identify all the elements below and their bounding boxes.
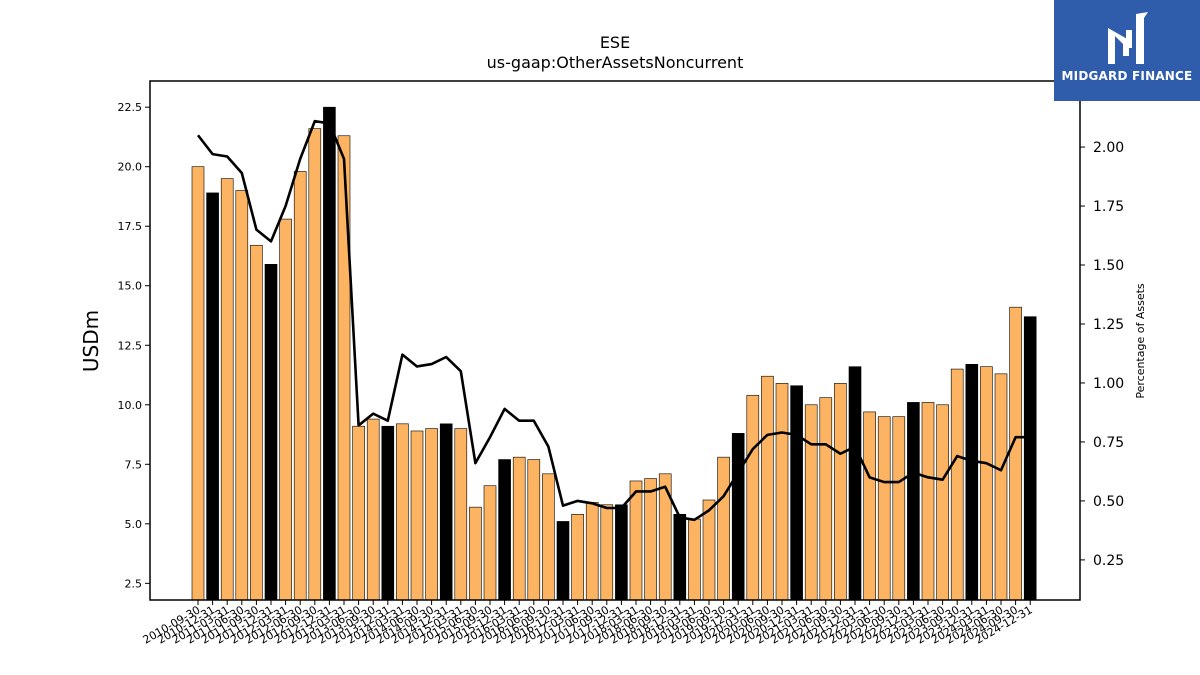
- y2-tick-label: 0.25: [1093, 553, 1124, 569]
- bar: [206, 192, 219, 601]
- bar: [235, 190, 249, 601]
- y-tick-label: 5.0: [125, 518, 143, 531]
- bar: [877, 416, 891, 601]
- bar: [220, 178, 234, 601]
- bar: [542, 473, 555, 601]
- bar: [527, 459, 541, 601]
- bar: [337, 135, 351, 601]
- y-tick-label: 2.5: [125, 577, 143, 590]
- chart-subtitle: us-gaap:OtherAssetsNoncurrent: [487, 53, 744, 72]
- y-tick-label: 20.0: [118, 161, 143, 174]
- bar: [556, 521, 570, 601]
- bar: [293, 171, 307, 601]
- bar: [965, 364, 979, 601]
- bars-layer: [191, 106, 1037, 601]
- brand-logo: MIDGARD FINANCE: [1054, 0, 1200, 101]
- bar: [615, 504, 628, 601]
- bar: [980, 366, 993, 601]
- y2-tick-label: 1.00: [1093, 376, 1124, 392]
- bar: [994, 373, 1008, 601]
- bar: [439, 423, 453, 601]
- bar: [907, 402, 920, 601]
- bar: [702, 499, 716, 601]
- bar: [731, 433, 745, 601]
- bar: [396, 423, 409, 601]
- y-tick-label: 12.5: [118, 339, 143, 352]
- y2-tick-label: 0.75: [1093, 435, 1124, 451]
- logo-text: MIDGARD FINANCE: [1061, 69, 1193, 83]
- bar: [863, 411, 876, 601]
- y2-tick-label: 1.25: [1093, 317, 1124, 333]
- bar: [746, 394, 760, 601]
- y-axis-label: USDm: [79, 310, 103, 372]
- bar: [250, 244, 263, 601]
- y2-tick-label: 1.75: [1093, 199, 1124, 215]
- y-tick-label: 10.0: [118, 399, 143, 412]
- bar: [834, 383, 847, 601]
- chart-title: ESE: [600, 33, 630, 52]
- midgard-logo-icon: [1108, 12, 1148, 64]
- bar: [498, 459, 511, 601]
- bar: [366, 418, 380, 601]
- plot-frame: [149, 80, 1081, 601]
- bar: [483, 485, 497, 601]
- bar: [892, 416, 906, 601]
- bar: [600, 504, 614, 601]
- bar: [921, 402, 935, 601]
- y2-tick-label: 1.50: [1093, 258, 1124, 274]
- bar: [790, 385, 803, 601]
- bar: [717, 456, 730, 601]
- bar: [264, 264, 278, 601]
- bar: [673, 513, 687, 601]
- bar: [323, 106, 336, 601]
- bar: [644, 478, 657, 601]
- bar: [381, 425, 395, 601]
- bar: [191, 166, 205, 601]
- bar: [848, 366, 862, 601]
- right-axis-ticks: 0.25 0.50 0.75 1.00 1.25 1.50 1.75 2.00: [1080, 140, 1124, 569]
- bar: [585, 502, 599, 601]
- bar: [761, 375, 774, 601]
- x-axis-ticks: 2010-09-302010-12-312011-03-312011-06-30…: [141, 600, 1035, 647]
- bar: [950, 368, 964, 601]
- bar: [819, 397, 833, 601]
- y-tick-label: 22.5: [118, 101, 143, 114]
- bar: [352, 425, 365, 601]
- bar: [512, 456, 526, 601]
- bar: [629, 480, 643, 601]
- bar: [775, 383, 789, 601]
- bar: [469, 506, 482, 601]
- series-line-pct-assets: [196, 119, 1031, 522]
- bar: [425, 428, 438, 601]
- bar: [571, 513, 584, 601]
- bar: [454, 428, 468, 601]
- bar: [688, 518, 701, 601]
- bar: [410, 430, 424, 601]
- bar: [936, 404, 949, 601]
- y-tick-label: 15.0: [118, 280, 143, 293]
- left-axis-ticks: 2.5 5.0 7.5 10.0 12.5 15.0 17.5 20.0 22.5: [118, 101, 150, 590]
- line-layer: [196, 119, 1031, 522]
- bar: [804, 404, 818, 601]
- bar: [279, 218, 292, 601]
- y-tick-label: 17.5: [118, 220, 143, 233]
- y2-tick-label: 2.00: [1093, 140, 1124, 156]
- bar: [308, 128, 322, 601]
- y2-axis-label: Percentage of Assets: [1134, 283, 1147, 399]
- y2-tick-label: 0.50: [1093, 494, 1124, 510]
- y-tick-label: 7.5: [125, 458, 143, 471]
- bar: [1023, 316, 1037, 601]
- bar: [1009, 306, 1022, 601]
